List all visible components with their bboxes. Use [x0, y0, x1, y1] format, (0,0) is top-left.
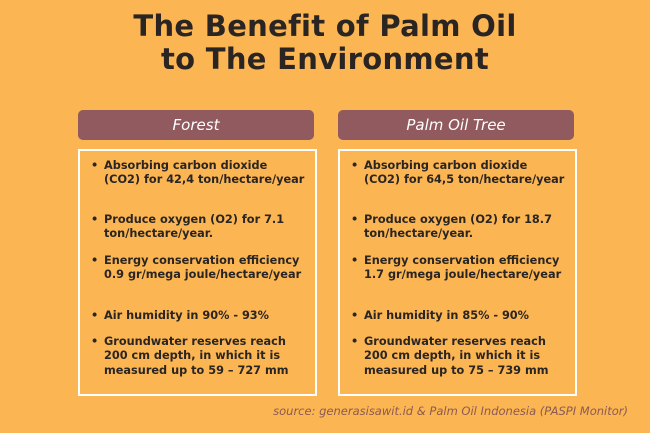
page-title: The Benefit of Palm Oil to The Environme… [0, 10, 650, 76]
list-item-text: Absorbing carbon dioxide (CO2) for 42,4 … [104, 159, 305, 187]
list-item: • Air humidity in 90% - 93% [91, 309, 307, 323]
forest-benefits-box: • Absorbing carbon dioxide (CO2) for 42,… [78, 149, 317, 396]
bullet-icon: • [351, 335, 359, 348]
list-item-text: Air humidity in 90% - 93% [104, 309, 269, 322]
bullet-icon: • [91, 159, 99, 172]
palm-oil-benefits-box: • Absorbing carbon dioxide (CO2) for 64,… [338, 149, 577, 396]
list-item: • Absorbing carbon dioxide (CO2) for 42,… [91, 159, 307, 188]
bullet-icon: • [351, 159, 359, 172]
bullet-icon: • [91, 213, 99, 226]
bullet-icon: • [91, 309, 99, 322]
list-item-text: Energy conservation efficiency 0.9 gr/me… [104, 254, 302, 282]
list-item: • Produce oxygen (O2) for 18.7 ton/hecta… [351, 213, 567, 242]
source-citation: source: generasisawit.id & Palm Oil Indo… [273, 404, 628, 418]
list-item-text: Produce oxygen (O2) for 18.7 ton/hectare… [364, 213, 552, 241]
list-item-text: Air humidity in 85% - 90% [364, 309, 529, 322]
bullet-icon: • [91, 254, 99, 267]
list-item-text: Groundwater reserves reach 200 cm depth,… [104, 335, 289, 377]
bullet-icon: • [91, 335, 99, 348]
column-header-forest: Forest [78, 110, 314, 140]
list-item-text: Groundwater reserves reach 200 cm depth,… [364, 335, 549, 377]
list-item-text: Energy conservation efficiency 1.7 gr/me… [364, 254, 562, 282]
bullet-icon: • [351, 309, 359, 322]
list-item: • Energy conservation efficiency 0.9 gr/… [91, 254, 307, 283]
list-item: • Energy conservation efficiency 1.7 gr/… [351, 254, 567, 283]
list-item: • Groundwater reserves reach 200 cm dept… [351, 335, 567, 378]
bullet-icon: • [351, 213, 359, 226]
bullet-icon: • [351, 254, 359, 267]
list-item: • Air humidity in 85% - 90% [351, 309, 567, 323]
list-item-text: Absorbing carbon dioxide (CO2) for 64,5 … [364, 159, 565, 187]
list-item: • Groundwater reserves reach 200 cm dept… [91, 335, 307, 378]
list-item-text: Produce oxygen (O2) for 7.1 ton/hectare/… [104, 213, 285, 241]
column-header-palm-oil-tree: Palm Oil Tree [338, 110, 574, 140]
title-line-1: The Benefit of Palm Oil [133, 9, 517, 43]
list-item: • Absorbing carbon dioxide (CO2) for 64,… [351, 159, 567, 188]
title-line-2: to The Environment [160, 42, 490, 76]
list-item: • Produce oxygen (O2) for 7.1 ton/hectar… [91, 213, 307, 242]
